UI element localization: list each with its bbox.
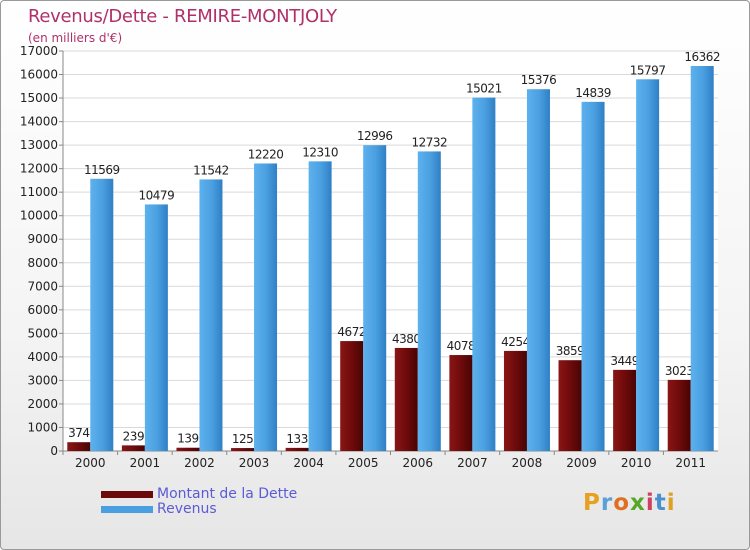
- bar-revenus: [472, 97, 496, 452]
- bar-revenus: [526, 89, 550, 451]
- bar-dette: [340, 341, 364, 451]
- data-label-dette: 125: [232, 432, 253, 446]
- data-label-dette: 239: [123, 429, 144, 443]
- bar-revenus: [254, 163, 278, 451]
- y-tick-label: 8000: [27, 256, 58, 270]
- bar-revenus: [363, 145, 387, 451]
- y-tick-label: 14000: [20, 115, 58, 129]
- data-label-dette: 133: [286, 432, 307, 446]
- legend-label-dette: Montant de la Dette: [157, 486, 298, 502]
- y-tick-label: 5000: [27, 326, 58, 340]
- y-tick-label: 11000: [20, 185, 58, 199]
- bar-revenus: [581, 101, 605, 452]
- legend-label-revenus: Revenus: [157, 501, 217, 517]
- y-tick-label: 9000: [27, 232, 58, 246]
- bar-dette: [67, 442, 91, 451]
- logo-letter: i: [645, 490, 655, 516]
- data-label-revenus: 11569: [84, 163, 120, 177]
- proxiti-logo: Proxiti: [583, 490, 676, 516]
- logo-letter: P: [583, 490, 601, 516]
- y-tick-label: 13000: [20, 138, 58, 152]
- y-tick-label: 12000: [20, 162, 58, 176]
- logo-letter: x: [630, 490, 646, 516]
- bar-revenus: [690, 66, 714, 451]
- x-tick-label: 2002: [184, 456, 215, 470]
- data-label-revenus: 11542: [193, 163, 229, 177]
- y-tick-label: 15000: [20, 91, 58, 105]
- bar-dette: [558, 360, 582, 451]
- x-tick-label: 2007: [457, 456, 488, 470]
- logo-letter: t: [654, 490, 667, 516]
- x-tick-label: 2010: [621, 456, 652, 470]
- plot-area: [63, 51, 718, 451]
- x-tick-label: 2011: [675, 456, 706, 470]
- data-label-revenus: 10479: [139, 188, 175, 202]
- logo-letter: r: [600, 490, 614, 516]
- y-tick-label: 0: [50, 444, 58, 458]
- chart-title: Revenus/Dette - REMIRE-MONTJOLY: [28, 6, 337, 27]
- data-label-dette: 3023: [665, 364, 694, 378]
- legend-swatch-dette: [101, 491, 153, 498]
- y-tick-label: 6000: [27, 303, 58, 317]
- x-tick-label: 2008: [512, 456, 543, 470]
- bar-revenus: [90, 178, 114, 451]
- logo-letter: o: [613, 490, 631, 516]
- data-label-dette: 3859: [556, 344, 585, 358]
- data-label-dette: 4380: [392, 332, 421, 346]
- x-tick-label: 2003: [239, 456, 270, 470]
- bar-revenus: [144, 204, 168, 451]
- bar-revenus: [199, 179, 223, 451]
- bar-revenus: [636, 79, 660, 452]
- data-label-revenus: 12732: [411, 135, 447, 149]
- data-label-revenus: 15376: [521, 73, 557, 87]
- x-tick-label: 2006: [403, 456, 434, 470]
- bar-revenus: [417, 151, 441, 451]
- logo-letter: i: [666, 490, 676, 516]
- y-tick-label: 1000: [27, 420, 58, 434]
- data-label-revenus: 12220: [248, 147, 284, 161]
- y-tick-label: 7000: [27, 279, 58, 293]
- data-label-dette: 4672: [337, 325, 366, 339]
- data-label-revenus: 14839: [575, 86, 611, 100]
- bar-dette: [231, 448, 255, 451]
- y-tick-label: 2000: [27, 397, 58, 411]
- bar-dette: [394, 347, 418, 451]
- y-tick-label: 3000: [27, 373, 58, 387]
- bar-dette: [449, 355, 473, 451]
- x-tick-label: 2004: [293, 456, 324, 470]
- x-tick-label: 2005: [348, 456, 379, 470]
- bar-dette: [176, 447, 200, 451]
- data-label-dette: 374: [68, 426, 89, 440]
- data-label-dette: 139: [177, 432, 198, 446]
- y-tick-label: 17000: [20, 44, 58, 58]
- data-label-revenus: 12310: [302, 145, 338, 159]
- data-label-revenus: 15021: [466, 82, 502, 96]
- x-tick-label: 2009: [566, 456, 597, 470]
- data-label-dette: 4254: [501, 335, 530, 349]
- data-label-revenus: 16362: [684, 50, 720, 64]
- x-tick-label: 2000: [75, 456, 106, 470]
- bar-dette: [613, 369, 637, 451]
- chart-subtitle: (en milliers d'€): [28, 31, 123, 45]
- x-tick-label: 2001: [130, 456, 161, 470]
- data-label-dette: 3449: [610, 354, 639, 368]
- y-tick-label: 16000: [20, 68, 58, 82]
- y-tick-label: 4000: [27, 350, 58, 364]
- bar-dette: [503, 350, 527, 451]
- data-label-dette: 4078: [447, 339, 476, 353]
- data-label-revenus: 12996: [357, 129, 393, 143]
- legend-swatch-revenus: [101, 506, 153, 513]
- bar-revenus: [308, 161, 332, 451]
- bar-dette: [285, 447, 309, 451]
- bar-dette: [121, 445, 145, 451]
- y-tick-label: 10000: [20, 209, 58, 223]
- data-label-revenus: 15797: [630, 63, 666, 77]
- bar-dette: [667, 379, 691, 451]
